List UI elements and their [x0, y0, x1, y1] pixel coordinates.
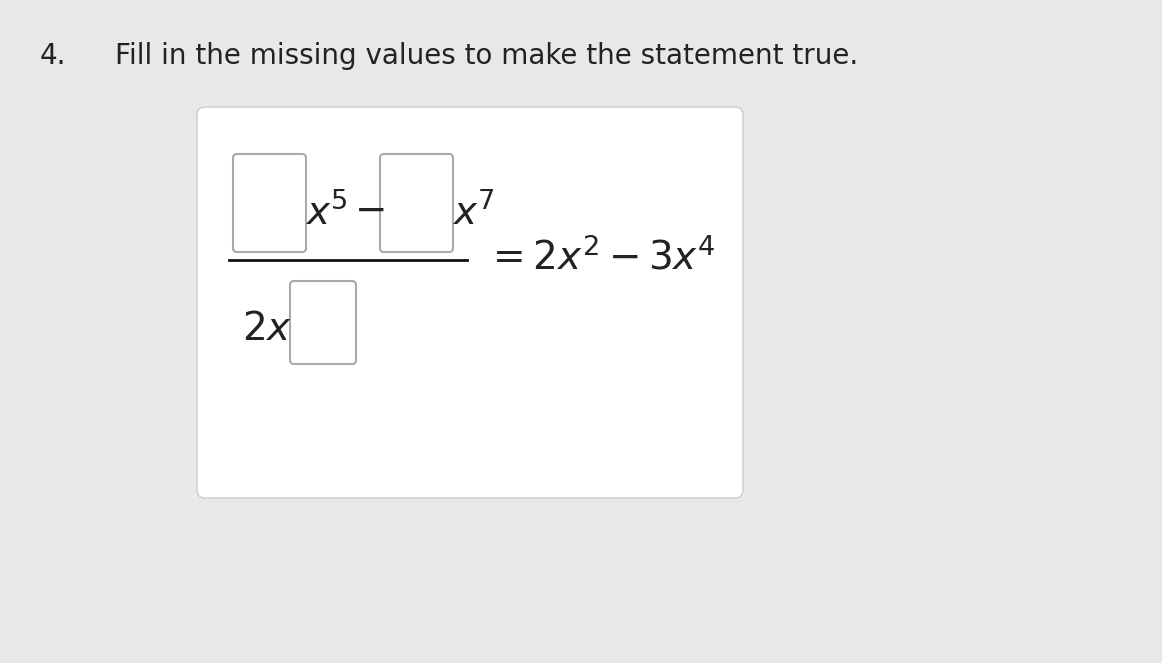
Text: $x^5$: $x^5$ [304, 192, 347, 231]
Text: $= 2x^2 - 3x^4$: $= 2x^2 - 3x^4$ [485, 238, 716, 278]
Text: $2x$: $2x$ [242, 312, 292, 349]
Text: $x^7$: $x^7$ [452, 192, 495, 231]
FancyBboxPatch shape [380, 154, 453, 252]
FancyBboxPatch shape [198, 107, 743, 498]
Text: Fill in the missing values to make the statement true.: Fill in the missing values to make the s… [115, 42, 859, 70]
Text: $-$: $-$ [354, 192, 385, 229]
Text: 4.: 4. [40, 42, 66, 70]
FancyBboxPatch shape [234, 154, 306, 252]
FancyBboxPatch shape [290, 281, 356, 364]
